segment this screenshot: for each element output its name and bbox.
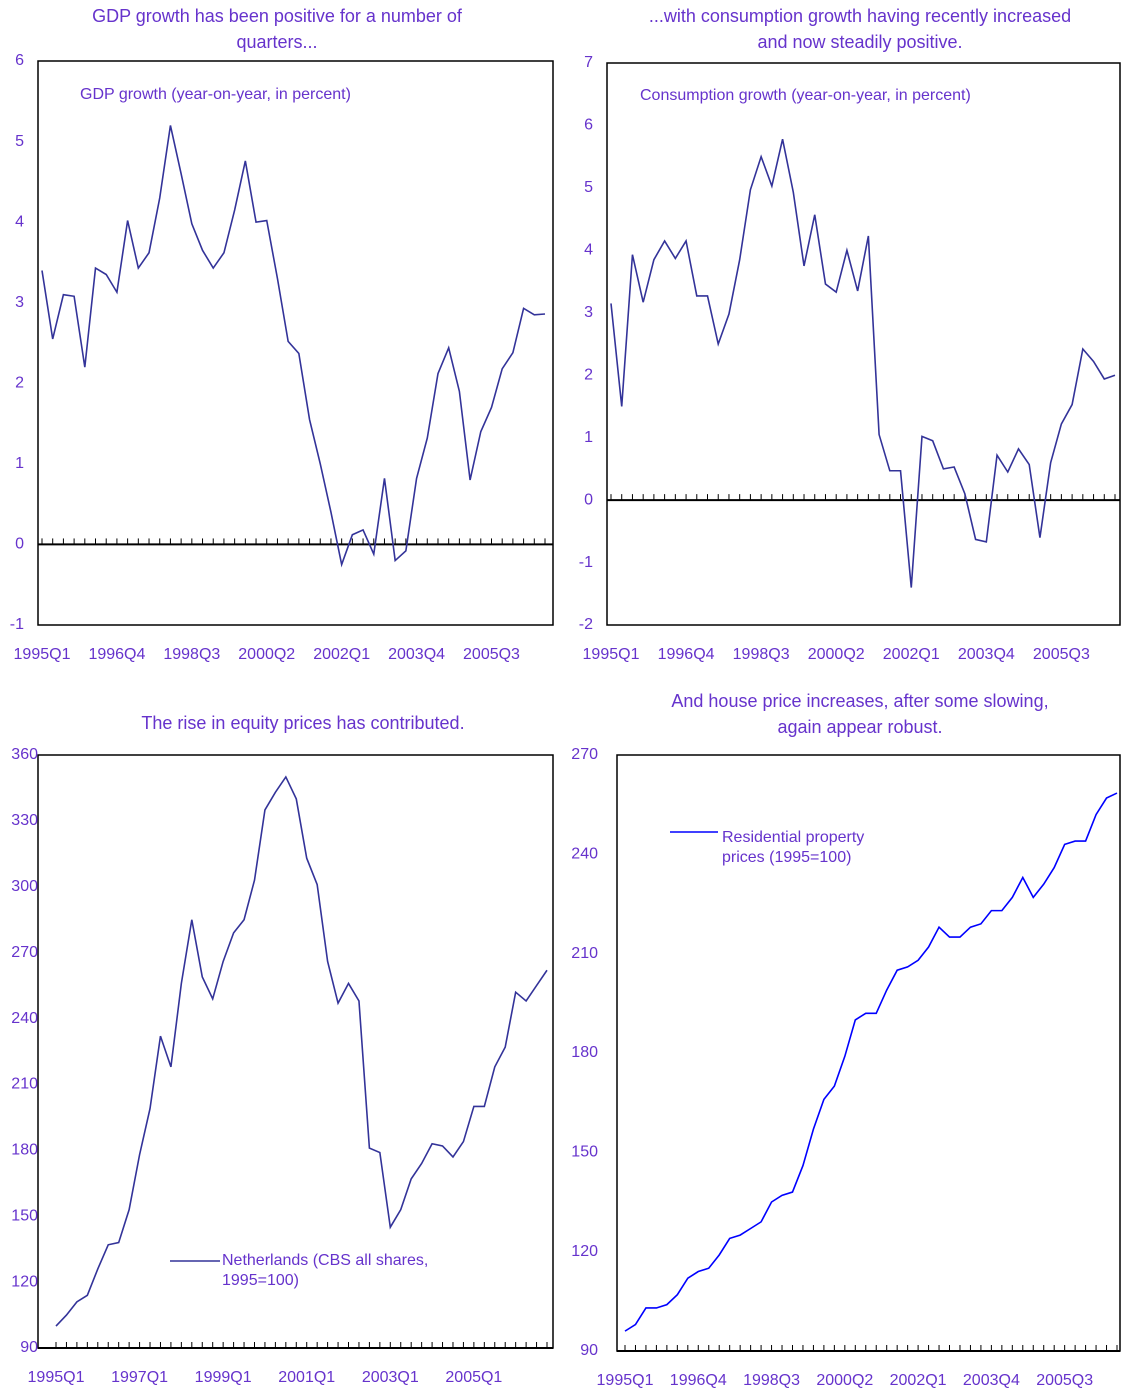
y-tick-label: 210 [11,1076,38,1093]
y-tick-label: 6 [15,52,24,69]
x-tick-label: 1996Q4 [88,646,145,663]
legend-label: Netherlands (CBS all shares, 1995=100) [222,1252,429,1289]
y-tick-label: 1 [584,429,593,446]
y-tick-label: 2 [584,366,593,383]
y-tick-label: -2 [579,616,593,633]
x-tick-label: 2005Q1 [445,1369,502,1386]
x-tick-label: 1998Q3 [733,646,790,663]
y-tick-label: 240 [571,846,598,863]
x-tick-label: 2005Q3 [1033,646,1090,663]
x-tick-label: 2002Q1 [883,646,940,663]
chart-title: The rise in equity prices has contribute… [141,713,465,733]
x-tick-label: 1995Q1 [597,1372,654,1389]
y-tick-label: 330 [11,812,38,829]
y-tick-label: 90 [580,1342,598,1359]
y-tick-label: 4 [15,213,24,230]
x-tick-label: 2001Q1 [278,1369,335,1386]
chart-title: ...with consumption growth having recent… [648,6,1072,52]
y-tick-label: 90 [20,1339,38,1356]
y-tick-label: 120 [571,1243,598,1260]
x-tick-label: 1999Q1 [195,1369,252,1386]
y-tick-label: 0 [584,491,593,508]
x-tick-label: 1998Q3 [163,646,220,663]
y-tick-label: 300 [11,878,38,895]
x-tick-label: 2002Q1 [890,1372,947,1389]
y-tick-label: 150 [11,1207,38,1224]
y-tick-label: 210 [571,945,598,962]
y-tick-label: 3 [584,304,593,321]
y-tick-label: 360 [11,746,38,763]
y-tick-label: 2 [15,375,24,392]
data-line [41,125,546,568]
legend-label: Consumption growth (year-on-year, in per… [640,87,971,104]
y-tick-label: -1 [579,554,593,571]
x-tick-label: 2005Q3 [1036,1372,1093,1389]
legend-label: Residential property prices (1995=100) [722,829,865,866]
x-tick-label: 1997Q1 [111,1369,168,1386]
y-tick-label: 270 [11,944,38,961]
x-tick-label: 1995Q1 [14,646,71,663]
data-line [610,139,1116,588]
y-tick-label: 180 [11,1142,38,1159]
x-tick-label: 2000Q2 [238,646,295,663]
x-tick-label: 1995Q1 [28,1369,85,1386]
y-tick-label: -1 [10,616,24,633]
y-tick-label: 5 [584,179,593,196]
x-tick-label: 1998Q3 [743,1372,800,1389]
x-tick-label: 1996Q4 [658,646,715,663]
x-tick-label: 2000Q2 [808,646,865,663]
x-tick-label: 2000Q2 [816,1372,873,1389]
y-tick-label: 240 [11,1010,38,1027]
y-tick-label: 120 [11,1273,38,1290]
y-tick-label: 7 [584,54,593,71]
x-tick-label: 2003Q4 [388,646,445,663]
y-tick-label: 180 [571,1044,598,1061]
chart-title: And house price increases, after some sl… [671,691,1049,737]
y-tick-label: 6 [584,117,593,134]
x-tick-label: 1996Q4 [670,1372,727,1389]
y-tick-label: 3 [15,294,24,311]
legend-label: GDP growth (year-on-year, in percent) [80,86,351,103]
y-tick-label: 270 [571,746,598,763]
y-tick-label: 1 [15,455,24,472]
x-tick-label: 2002Q1 [313,646,370,663]
x-tick-label: 2003Q4 [963,1372,1020,1389]
y-tick-label: 0 [15,536,24,553]
chart-title: GDP growth has been positive for a numbe… [92,6,462,52]
x-tick-label: 2003Q1 [362,1369,419,1386]
x-tick-label: 2003Q4 [958,646,1015,663]
y-tick-label: 150 [571,1144,598,1161]
y-tick-label: 5 [15,133,24,150]
x-tick-label: 1995Q1 [583,646,640,663]
data-line [624,792,1118,1332]
plot-frame [606,62,1121,626]
x-tick-label: 2005Q3 [463,646,520,663]
y-tick-label: 4 [584,242,593,259]
data-line [55,775,548,1327]
plot-frame [37,60,554,626]
